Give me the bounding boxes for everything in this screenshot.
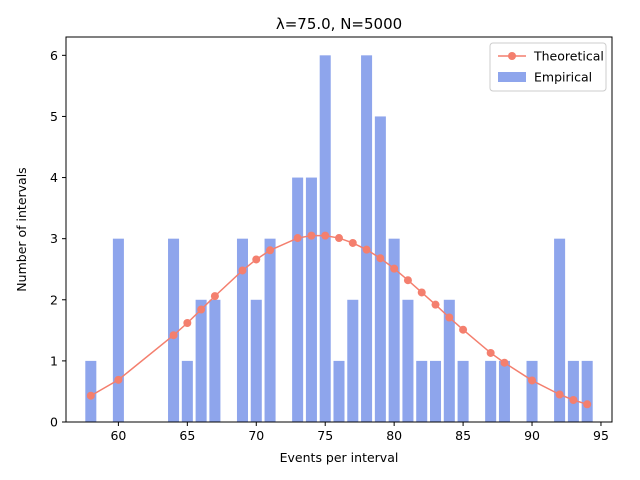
bar-77 [347,299,359,422]
x-tick-label-60: 60 [110,428,126,443]
bar-87 [485,360,497,422]
bar-94 [581,360,593,422]
theoretical-point-69 [238,266,247,275]
theoretical-point-78 [362,245,371,254]
theoretical-point-88 [500,358,509,367]
theoretical-point-64 [169,331,178,340]
theoretical-point-65 [183,319,192,327]
bar-82 [416,360,428,422]
bar-69 [236,238,248,422]
bar-67 [209,299,221,422]
x-tick-label-65: 65 [179,428,195,443]
theoretical-point-58 [86,391,95,400]
bar-84 [443,299,455,422]
theoretical-point-73 [293,234,302,243]
y-axis-ticks: 0 1 2 3 4 5 6 [50,48,66,430]
y-tick-label-6: 6 [50,48,58,63]
theoretical-point-81 [403,276,412,285]
bar-78 [361,55,373,422]
theoretical-line [90,234,588,405]
bar-92 [554,238,566,422]
legend-theoretical-marker [508,52,516,60]
bar-74 [305,177,317,422]
legend-empirical-label: Empirical [534,70,592,85]
bar-58 [85,360,97,422]
theoretical-point-74 [307,231,316,240]
bar-93 [567,360,579,422]
theoretical-point-71 [266,246,275,255]
bar-76 [333,360,345,422]
bar-81 [402,299,414,422]
theoretical-point-87 [486,348,495,357]
y-tick-label-2: 2 [50,292,58,307]
theoretical-point-76 [335,234,343,243]
y-tick-label-1: 1 [50,353,58,368]
bar-90 [526,360,538,422]
bar-64 [168,238,180,422]
theoretical-point-85 [459,325,468,334]
bar-79 [374,116,386,422]
y-tick-label-3: 3 [50,231,58,246]
bar-71 [264,238,276,422]
legend-theoretical-label: Theoretical [533,49,604,64]
plot-frame [65,36,613,423]
theoretical-point-79 [376,254,385,263]
theoretical-point-60 [114,375,123,384]
y-axis-label: Number of intervals [14,167,29,291]
theoretical-point-66 [197,305,206,314]
x-tick-label-85: 85 [455,428,471,443]
y-tick-label-4: 4 [50,170,58,185]
theoretical-point-84 [445,313,454,322]
x-axis-ticks: 60 65 70 75 80 85 90 95 [110,422,609,443]
bar-80 [388,238,400,422]
x-axis-label: Events per interval [280,450,399,465]
y-tick-label-0: 0 [50,415,58,430]
x-tick-label-70: 70 [248,428,264,443]
legend-empirical-swatch [498,72,526,82]
bar-60 [112,238,124,422]
bar-70 [250,299,262,422]
theoretical-point-70 [252,255,261,264]
theoretical-point-90 [528,376,537,385]
theoretical-point-67 [210,292,219,301]
bar-83 [430,360,442,422]
legend: Theoretical Empirical [489,42,607,92]
x-tick-label-75: 75 [317,428,333,443]
bar-88 [498,360,510,422]
y-tick-label-5: 5 [50,109,58,124]
x-tick-label-90: 90 [524,428,540,443]
bar-73 [292,177,304,422]
theoretical-point-83 [431,300,440,309]
theoretical-point-75 [321,231,330,240]
theoretical-point-82 [417,288,426,297]
x-tick-label-95: 95 [593,428,609,443]
chart-title: λ=75.0, N=5000 [276,15,402,33]
bar-85 [457,360,469,422]
theoretical-point-92 [555,390,564,399]
bar-65 [181,360,193,422]
theoretical-point-77 [348,238,357,247]
theoretical-point-80 [390,264,399,273]
x-tick-label-80: 80 [386,428,402,443]
theoretical-point-93 [569,396,578,404]
bar-66 [195,299,207,422]
line-layer [86,231,592,409]
theoretical-point-94 [583,400,592,409]
